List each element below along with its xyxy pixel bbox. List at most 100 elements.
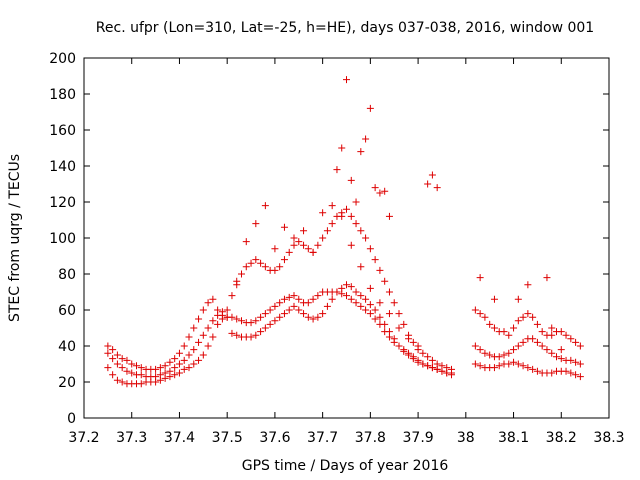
data-point: [448, 365, 455, 373]
data-point: [371, 306, 379, 314]
data-point: [175, 369, 183, 377]
data-point: [409, 338, 417, 346]
data-point: [242, 238, 250, 246]
data-point: [343, 281, 350, 289]
data-point: [242, 263, 250, 271]
data-point: [371, 184, 379, 192]
data-point: [347, 295, 355, 303]
data-point: [490, 295, 498, 303]
data-point: [371, 315, 379, 323]
data-point: [481, 313, 489, 321]
x-tick-label: 38.2: [546, 430, 577, 446]
data-point: [204, 342, 212, 350]
data-point: [257, 259, 265, 267]
data-point: [228, 292, 236, 300]
data-point: [319, 310, 327, 318]
data-point: [252, 256, 260, 264]
y-tick-label: 0: [67, 411, 76, 427]
data-point: [113, 351, 121, 359]
data-point: [414, 358, 422, 366]
chart-title: Rec. ufpr (Lon=310, Lat=-25, h=HE), days…: [96, 20, 594, 36]
data-point: [567, 335, 575, 343]
data-point: [428, 364, 436, 372]
data-point: [123, 356, 131, 364]
data-point: [533, 320, 541, 328]
y-tick-label: 120: [49, 195, 76, 211]
data-point: [514, 317, 522, 325]
data-point: [548, 331, 556, 339]
data-point: [180, 342, 188, 350]
data-point: [510, 324, 518, 332]
data-point: [128, 369, 136, 377]
data-point: [214, 320, 222, 328]
data-point: [347, 241, 355, 249]
y-tick-label: 200: [49, 51, 76, 67]
data-point: [195, 356, 203, 364]
data-point: [572, 358, 580, 366]
data-point: [371, 256, 379, 264]
data-point: [137, 371, 145, 379]
data-point: [319, 234, 327, 242]
data-point: [118, 364, 126, 372]
data-point: [529, 335, 537, 343]
data-point: [190, 324, 198, 332]
data-point: [347, 176, 355, 184]
data-point: [304, 245, 312, 253]
data-point: [261, 263, 269, 271]
data-point: [538, 342, 546, 350]
data-point: [514, 342, 522, 350]
data-point: [271, 266, 279, 274]
data-point: [152, 365, 160, 373]
data-point: [133, 362, 140, 370]
data-point: [271, 245, 279, 253]
data-point: [118, 355, 126, 363]
data-point: [405, 351, 413, 359]
data-point: [314, 292, 322, 300]
x-tick-label: 37.2: [68, 430, 99, 446]
data-point: [252, 331, 260, 339]
data-point: [567, 356, 575, 364]
y-axis: 0 20 40 60 80 100 120 140 160 180 200: [49, 51, 609, 427]
data-point: [113, 376, 121, 384]
data-point: [395, 310, 403, 318]
data-point: [280, 295, 288, 303]
data-point: [362, 295, 370, 303]
data-point: [381, 277, 389, 285]
data-point: [199, 351, 207, 359]
data-point: [271, 317, 279, 325]
data-point: [152, 373, 160, 381]
data-point: [233, 331, 241, 339]
data-point: [376, 266, 384, 274]
data-point: [238, 270, 245, 278]
data-point: [171, 371, 179, 379]
data-point: [576, 373, 584, 381]
data-point: [257, 313, 265, 321]
x-tick-label: 37.7: [307, 430, 338, 446]
data-point: [175, 349, 183, 357]
data-point: [524, 310, 532, 318]
data-point: [137, 380, 145, 388]
data-point: [424, 362, 432, 370]
data-point: [204, 299, 212, 307]
data-point: [419, 349, 427, 357]
data-point: [276, 299, 284, 307]
data-point: [247, 319, 255, 327]
data-point: [280, 223, 288, 231]
data-point: [529, 365, 537, 373]
data-point: [109, 371, 117, 379]
data-point: [352, 198, 360, 206]
data-point: [109, 346, 117, 354]
data-point: [400, 320, 408, 328]
data-point: [323, 227, 331, 235]
data-point: [247, 259, 255, 267]
y-tick-label: 160: [49, 123, 76, 139]
data-point: [443, 364, 451, 372]
data-point: [381, 320, 389, 328]
x-tick-label: 37.5: [212, 430, 243, 446]
data-point: [195, 338, 203, 346]
data-point: [376, 299, 384, 307]
data-point: [109, 355, 117, 363]
data-point: [180, 356, 188, 364]
data-point: [261, 202, 269, 210]
data-point: [476, 274, 484, 282]
